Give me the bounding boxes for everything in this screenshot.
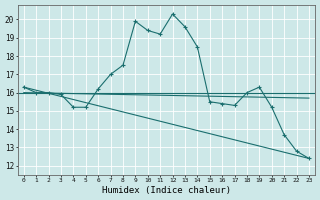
- X-axis label: Humidex (Indice chaleur): Humidex (Indice chaleur): [102, 186, 231, 195]
